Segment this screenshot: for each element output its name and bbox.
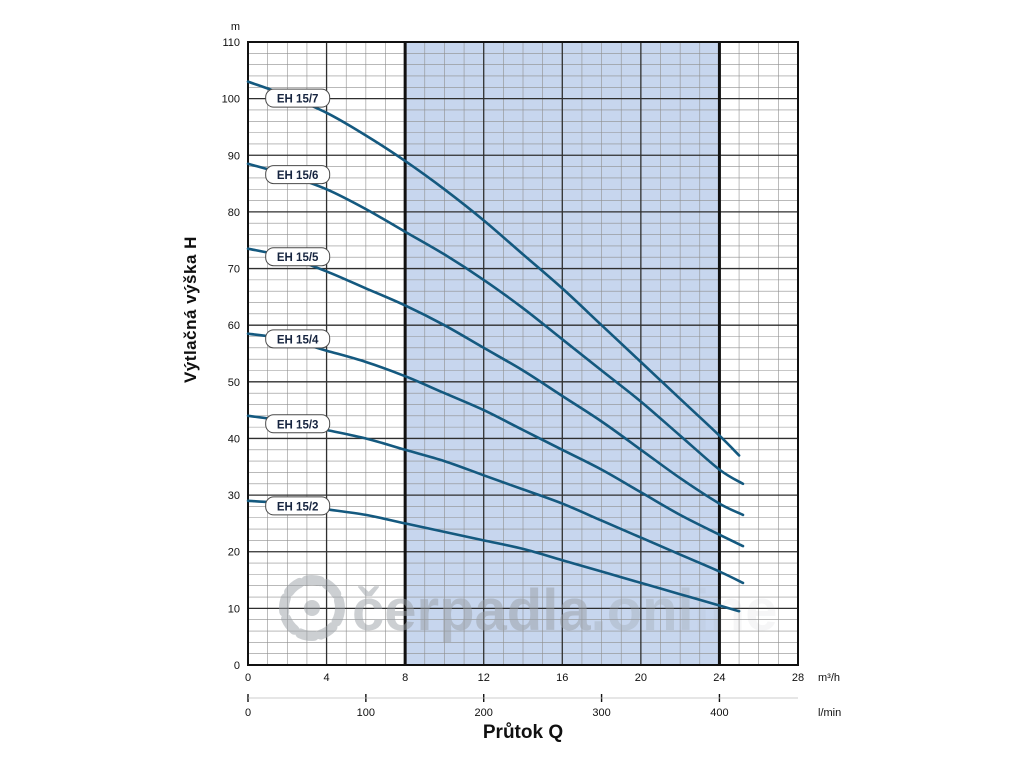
x-axis-lmin: 0 100 200 300 400 l/min <box>245 694 841 719</box>
curve-eh-15-7 <box>246 80 741 457</box>
curve-labels: EH 15/7 EH 15/6 EH 15/5 EH 15/4 EH 15/3 EH 15… <box>265 88 331 516</box>
y-tick-label: 50 <box>228 377 240 389</box>
x-axis-m3h: 0 4 8 12 16 20 24 28 m³/h <box>245 672 840 684</box>
x-tick-label-m3h: 16 <box>556 672 568 684</box>
watermark-text: čerpadla.online <box>352 578 777 643</box>
y-tick-label: 110 <box>222 37 240 49</box>
x-tick-label-m3h: 20 <box>635 672 647 684</box>
curve-label-eh-15-7: EH 15/7 <box>265 88 331 108</box>
curve-eh-15-3 <box>246 414 745 585</box>
y-tick-label: 100 <box>222 94 240 106</box>
x-tick-label-lmin: 300 <box>592 707 610 719</box>
svg-text:EH 15/6: EH 15/6 <box>277 170 319 182</box>
x-axis-unit-m3h: m³/h <box>818 672 840 684</box>
watermark: čerpadla.online <box>279 575 777 643</box>
y-tick-label: 70 <box>228 264 240 276</box>
y-tick-label: 20 <box>228 547 240 559</box>
curve-label-eh-15-3: EH 15/3 <box>265 414 331 434</box>
svg-text:EH 15/2: EH 15/2 <box>277 501 319 513</box>
y-tick-label: 0 <box>234 660 240 672</box>
x-tick-label-m3h: 24 <box>713 672 725 684</box>
x-tick-label-m3h: 0 <box>245 672 251 684</box>
curve-label-eh-15-6: EH 15/6 <box>265 165 331 185</box>
x-tick-label-lmin: 200 <box>475 707 493 719</box>
x-tick-label-m3h: 4 <box>324 672 330 684</box>
svg-text:EH 15/7: EH 15/7 <box>277 94 319 106</box>
y-axis-ticks: 0 10 20 30 40 50 60 70 80 90 100 110 m <box>222 21 240 672</box>
y-tick-label: 30 <box>228 490 240 502</box>
y-axis-unit: m <box>231 21 240 33</box>
curve-label-eh-15-5: EH 15/5 <box>265 247 331 267</box>
svg-text:EH 15/5: EH 15/5 <box>277 252 319 264</box>
minor-grid <box>248 42 798 665</box>
pump-curves <box>246 80 745 613</box>
watermark-logo-icon <box>279 575 345 641</box>
x-axis-title: Průtok Q <box>482 722 564 743</box>
plot-border <box>247 41 799 666</box>
svg-text:EH 15/4: EH 15/4 <box>277 334 319 346</box>
x-tick-label-m3h: 12 <box>478 672 490 684</box>
curve-label-eh-15-4: EH 15/4 <box>265 329 331 349</box>
y-tick-label: 10 <box>228 603 240 615</box>
x-axis-unit-lmin: l/min <box>818 707 841 719</box>
x-tick-label-lmin: 100 <box>357 707 375 719</box>
y-tick-label: 90 <box>228 150 240 162</box>
band-edges <box>403 42 721 665</box>
x-tick-label-m3h: 8 <box>402 672 408 684</box>
curve-eh-15-2 <box>246 499 741 613</box>
curve-eh-15-5 <box>246 247 745 517</box>
curve-eh-15-6 <box>246 162 745 486</box>
svg-text:EH 15/3: EH 15/3 <box>277 419 319 431</box>
x-tick-label-lmin: 400 <box>710 707 728 719</box>
curve-label-eh-15-2: EH 15/2 <box>265 496 331 516</box>
y-tick-label: 60 <box>228 320 240 332</box>
x-tick-label-m3h: 28 <box>792 672 804 684</box>
y-tick-label: 40 <box>228 433 240 445</box>
y-tick-label: 80 <box>228 207 240 219</box>
curve-eh-15-4 <box>246 332 745 548</box>
x-tick-label-lmin: 0 <box>245 707 251 719</box>
